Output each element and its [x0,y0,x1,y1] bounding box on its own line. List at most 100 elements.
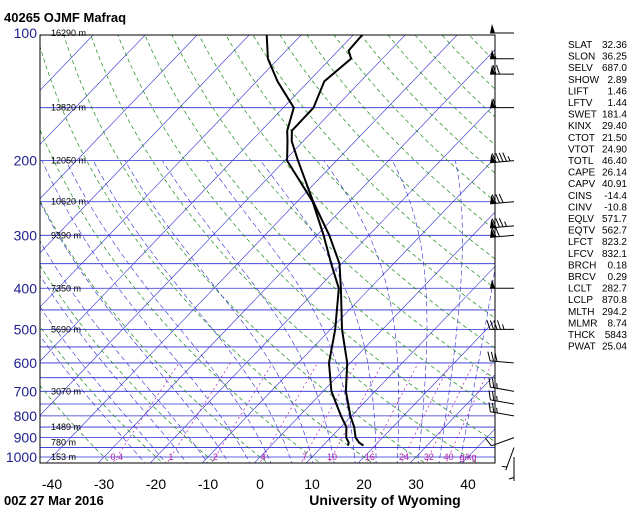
pressure-tick-label: 400 [14,280,38,296]
index-name: BRCV [568,272,596,283]
moist-adiabat-line [206,160,356,463]
moist-adiabat-line [438,160,463,463]
index-value: 0.29 [608,272,628,283]
index-name: CAPV [568,179,596,190]
barb-flag [488,390,491,400]
barb-flag [485,438,492,447]
index-value: 5843 [605,330,628,341]
moist-adiabat-line [162,160,335,463]
barb-staff [490,360,515,364]
barb-half-flag [504,221,507,227]
barb-flag [491,194,497,204]
mixing-ratio-label: 7 [302,452,307,462]
index-name: LIFT [568,86,589,97]
dry-adiabat-line [40,385,111,463]
mixing-ratio-label: 1 [168,452,173,462]
footer-date: 00Z 27 Mar 2016 [4,493,104,508]
mixing-ratio-line [300,362,358,463]
barb-flag [495,218,501,228]
index-name: LFTV [568,98,593,109]
dry-adiabat-line [40,199,269,463]
isotherm-line [40,35,94,91]
index-name: LCLT [568,284,592,295]
barb-flag [490,351,495,362]
index-name: LFCT [568,237,593,248]
index-value: 8.74 [608,318,628,329]
barb-flag [488,402,491,412]
index-name: CAPE [568,168,596,179]
index-value: 571.7 [602,214,627,225]
wind-barb [485,437,515,447]
mixing-ratio-line [400,362,451,463]
index-value: 26.14 [602,168,627,179]
moist-adiabat-line [323,160,400,463]
moist-adiabat-line [40,201,230,463]
moist-adiabat-line [124,160,314,463]
barb-flag [498,193,504,203]
index-name: SELV [568,63,593,74]
mixing-ratio-line [366,362,419,463]
barb-flag [487,351,491,361]
index-value: 32.36 [602,40,627,51]
index-value: 687.0 [602,63,627,74]
index-value: 181.4 [602,110,627,121]
mixing-ratio-label: 2 [213,452,218,462]
index-name: CINS [568,191,592,202]
temperature-tick-label: -30 [94,476,114,492]
sounding-profiles [265,35,365,447]
wind-barb [490,152,515,164]
index-value: -10.8 [604,202,627,213]
index-value: 1.44 [608,98,628,109]
height-label: 13820 m [51,103,86,113]
pressure-tick-label: 300 [14,227,38,243]
moist-adiabat-line [40,274,188,463]
barb-pennant [490,65,495,75]
index-value: 823.2 [602,237,627,248]
isotherm-line [201,157,495,463]
wind-barb [490,64,514,75]
barb-flag [491,218,497,228]
temperature-tick-label: 20 [356,476,372,492]
mixing-ratio-line [328,362,384,463]
index-value: 36.25 [602,52,627,63]
mixing-ratio-labels: 0.4 1 2 4 7 10 16 24 32 40 g/kg [111,452,477,462]
mixing-ratio-line [211,362,273,463]
dry-adiabat-line [40,45,374,463]
barb-pennant [490,153,496,163]
barb-flag [498,217,504,228]
barb-flag [502,152,507,162]
index-value: 870.8 [602,295,627,306]
mixing-ratio-line [425,362,475,463]
barb-half-flag [496,383,498,389]
height-labels: 16290 m 13820 m 12050 m 10620 m 9390 m 7350 m… [51,28,86,462]
mixing-ratio-line [445,362,493,463]
grid-lines [40,35,495,463]
temperature-axis: -40 -30 -20 -10 0 10 20 30 40 [42,476,476,492]
index-value: 24.90 [602,144,627,155]
barb-half-flag [496,407,498,414]
temperature-tick-label: 40 [460,476,476,492]
wind-barb [490,193,515,205]
dewpoint-profile-line [265,35,350,446]
index-value: 40.91 [602,179,627,190]
pressure-tick-label: 200 [14,153,38,169]
barb-pennant [490,194,496,204]
wind-barb [490,217,515,229]
barb-flag [492,98,497,108]
height-label: 9390 m [51,230,81,240]
pressure-tick-label: 800 [14,408,38,424]
barb-staff [491,437,515,447]
dry-adiabat-line [63,35,426,463]
wind-barb [490,279,514,289]
moist-adiabat-line [40,240,209,463]
barb-flag [491,391,495,401]
mixing-ratio-label: 24 [399,452,409,462]
temperature-tick-label: -10 [198,476,218,492]
index-value: -14.4 [604,191,627,202]
moist-adiabat-line [459,266,495,463]
moist-adiabat-line [40,335,146,463]
moist-adiabat-line [65,160,272,463]
height-label: 3070 m [51,386,81,396]
index-value: 29.40 [602,121,627,132]
barb-flag [497,320,501,330]
